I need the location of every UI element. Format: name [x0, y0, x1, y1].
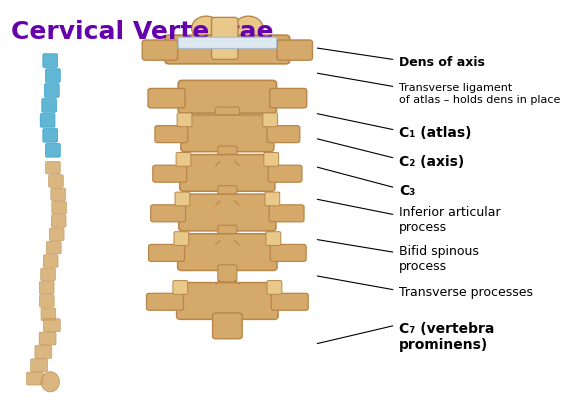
- FancyBboxPatch shape: [177, 113, 192, 127]
- FancyBboxPatch shape: [27, 372, 44, 385]
- Ellipse shape: [234, 16, 263, 40]
- FancyBboxPatch shape: [49, 175, 63, 187]
- FancyBboxPatch shape: [51, 188, 66, 201]
- FancyBboxPatch shape: [153, 165, 187, 182]
- FancyBboxPatch shape: [178, 37, 277, 48]
- FancyBboxPatch shape: [39, 282, 54, 294]
- FancyBboxPatch shape: [265, 192, 280, 206]
- FancyBboxPatch shape: [218, 265, 237, 282]
- FancyBboxPatch shape: [45, 69, 60, 82]
- FancyBboxPatch shape: [277, 40, 313, 60]
- FancyBboxPatch shape: [215, 107, 240, 124]
- FancyBboxPatch shape: [173, 280, 188, 294]
- FancyBboxPatch shape: [218, 186, 237, 203]
- FancyBboxPatch shape: [151, 205, 186, 222]
- Text: C₇ (vertebra
prominens): C₇ (vertebra prominens): [399, 322, 495, 352]
- Ellipse shape: [191, 16, 221, 40]
- FancyBboxPatch shape: [40, 114, 55, 127]
- FancyBboxPatch shape: [41, 308, 56, 321]
- FancyBboxPatch shape: [212, 17, 238, 59]
- FancyBboxPatch shape: [178, 80, 277, 113]
- FancyBboxPatch shape: [42, 99, 57, 112]
- FancyBboxPatch shape: [43, 128, 57, 142]
- FancyBboxPatch shape: [43, 54, 57, 67]
- FancyBboxPatch shape: [271, 293, 308, 310]
- FancyBboxPatch shape: [212, 313, 242, 339]
- FancyBboxPatch shape: [165, 35, 290, 64]
- Text: C₁ (atlas): C₁ (atlas): [399, 126, 472, 139]
- FancyBboxPatch shape: [264, 153, 278, 166]
- Text: C₂ (axis): C₂ (axis): [399, 156, 465, 169]
- FancyBboxPatch shape: [52, 202, 67, 214]
- Text: Transverse ligament
of atlas – holds dens in place: Transverse ligament of atlas – holds den…: [399, 83, 561, 105]
- FancyBboxPatch shape: [218, 146, 237, 163]
- FancyBboxPatch shape: [269, 205, 304, 222]
- FancyBboxPatch shape: [44, 255, 58, 267]
- FancyBboxPatch shape: [174, 232, 188, 245]
- Text: Cervical Vertebrae: Cervical Vertebrae: [10, 20, 273, 44]
- FancyBboxPatch shape: [218, 225, 237, 242]
- Text: Transverse processes: Transverse processes: [399, 286, 533, 299]
- FancyBboxPatch shape: [35, 345, 52, 358]
- FancyBboxPatch shape: [267, 126, 300, 143]
- FancyBboxPatch shape: [268, 165, 302, 182]
- FancyBboxPatch shape: [267, 280, 282, 294]
- FancyBboxPatch shape: [148, 88, 185, 108]
- FancyBboxPatch shape: [179, 194, 276, 231]
- FancyBboxPatch shape: [142, 40, 177, 60]
- FancyBboxPatch shape: [175, 192, 190, 206]
- FancyBboxPatch shape: [45, 84, 59, 97]
- FancyBboxPatch shape: [176, 283, 278, 319]
- Text: Dens of axis: Dens of axis: [399, 56, 485, 69]
- FancyBboxPatch shape: [41, 268, 56, 281]
- Text: C₃: C₃: [399, 184, 415, 198]
- FancyBboxPatch shape: [177, 234, 277, 271]
- Text: Bifid spinous
process: Bifid spinous process: [399, 245, 479, 274]
- FancyBboxPatch shape: [46, 242, 61, 254]
- FancyBboxPatch shape: [270, 88, 307, 108]
- FancyBboxPatch shape: [148, 244, 184, 261]
- FancyBboxPatch shape: [44, 319, 60, 332]
- FancyBboxPatch shape: [39, 332, 56, 345]
- FancyBboxPatch shape: [266, 232, 281, 245]
- FancyBboxPatch shape: [39, 295, 54, 307]
- FancyBboxPatch shape: [49, 228, 64, 241]
- FancyBboxPatch shape: [270, 244, 306, 261]
- FancyBboxPatch shape: [45, 161, 60, 174]
- Ellipse shape: [41, 372, 60, 392]
- FancyBboxPatch shape: [31, 359, 48, 372]
- FancyBboxPatch shape: [147, 293, 183, 310]
- FancyBboxPatch shape: [181, 115, 274, 152]
- FancyBboxPatch shape: [51, 215, 66, 227]
- FancyBboxPatch shape: [155, 126, 188, 143]
- FancyBboxPatch shape: [45, 143, 60, 157]
- Text: Inferior articular
process: Inferior articular process: [399, 206, 501, 234]
- FancyBboxPatch shape: [263, 113, 278, 127]
- FancyBboxPatch shape: [180, 155, 275, 191]
- FancyBboxPatch shape: [176, 153, 191, 166]
